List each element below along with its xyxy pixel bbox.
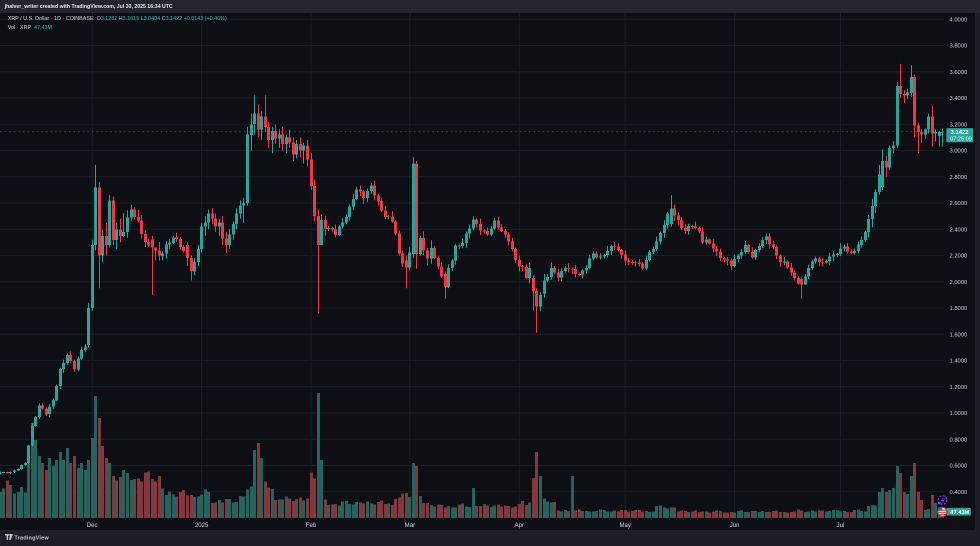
svg-text:2.2000: 2.2000 [950, 253, 968, 259]
svg-text:0.4000: 0.4000 [950, 489, 968, 495]
svg-text:3.4000: 3.4000 [950, 96, 968, 102]
svg-text:3.1422: 3.1422 [951, 129, 970, 135]
svg-text:07:25:09: 07:25:09 [950, 136, 972, 142]
svg-text:2.4000: 2.4000 [950, 227, 968, 233]
svg-text:0.8000: 0.8000 [950, 437, 968, 443]
svg-text:1.8000: 1.8000 [950, 306, 968, 312]
svg-text:1.4000: 1.4000 [950, 358, 968, 364]
svg-text:3.2000: 3.2000 [950, 122, 968, 128]
svg-text:3.6000: 3.6000 [950, 70, 968, 76]
svg-text:2.0000: 2.0000 [950, 279, 968, 285]
svg-text:Jul: Jul [837, 521, 845, 528]
svg-text:1.6000: 1.6000 [950, 332, 968, 338]
svg-text:3.8000: 3.8000 [950, 43, 968, 49]
svg-text:2.8000: 2.8000 [950, 174, 968, 180]
svg-text:1.0000: 1.0000 [950, 411, 968, 417]
svg-text:Dec: Dec [87, 521, 98, 528]
svg-text:May: May [619, 521, 631, 528]
svg-text:Mar: Mar [405, 521, 416, 528]
svg-text:Feb: Feb [306, 521, 317, 528]
svg-text:Apr: Apr [515, 521, 524, 528]
svg-text:4.0000: 4.0000 [950, 17, 968, 23]
svg-text:2.6000: 2.6000 [950, 201, 968, 207]
svg-text:2025: 2025 [195, 521, 209, 528]
svg-text:Jun: Jun [730, 521, 740, 528]
svg-text:3.0000: 3.0000 [950, 148, 968, 154]
svg-text:47.43M: 47.43M [950, 509, 969, 515]
svg-text:0.6000: 0.6000 [950, 463, 968, 469]
svg-text:1.2000: 1.2000 [950, 384, 968, 390]
